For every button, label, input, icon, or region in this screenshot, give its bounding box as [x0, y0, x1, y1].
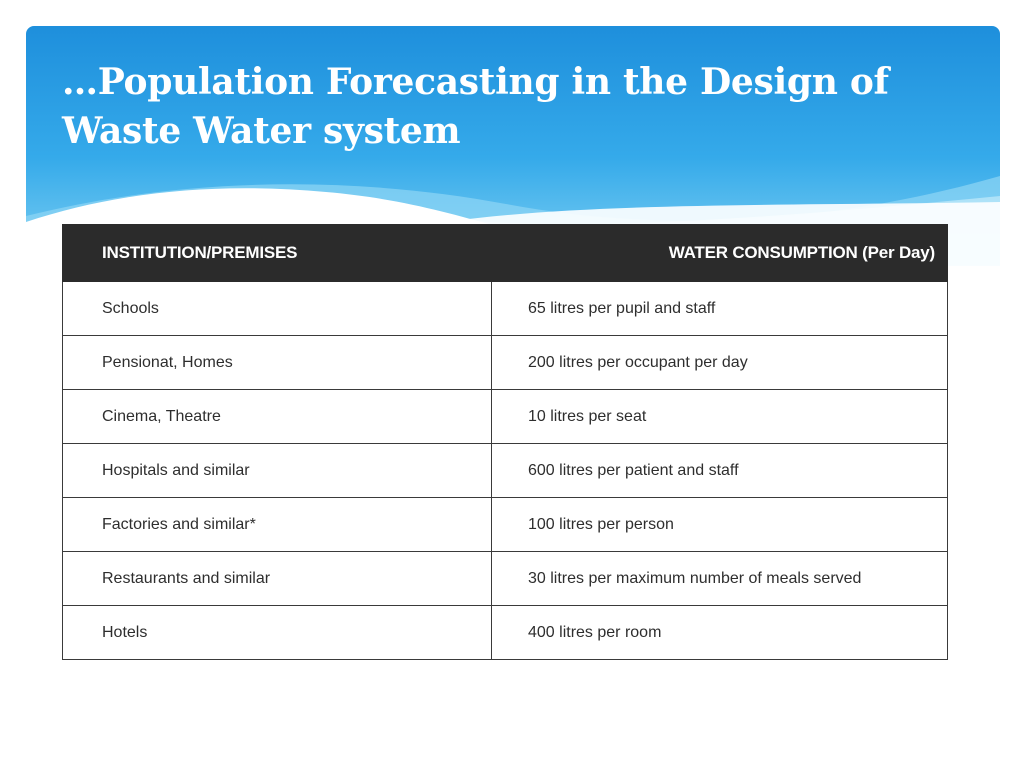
cell-premises: Hospitals and similar [62, 443, 492, 498]
table-row: Factories and similar* 100 litres per pe… [62, 497, 948, 552]
table-row: Hospitals and similar 600 litres per pat… [62, 443, 948, 498]
table-header: INSTITUTION/PREMISES WATER CONSUMPTION (… [62, 224, 948, 282]
column-header-premises: INSTITUTION/PREMISES [62, 224, 492, 282]
cell-consumption: 65 litres per pupil and staff [491, 281, 948, 336]
table-row: Pensionat, Homes 200 litres per occupant… [62, 335, 948, 390]
table-header-row: INSTITUTION/PREMISES WATER CONSUMPTION (… [62, 224, 948, 282]
cell-consumption: 200 litres per occupant per day [491, 335, 948, 390]
cell-premises: Hotels [62, 605, 492, 660]
water-consumption-table-container: INSTITUTION/PREMISES WATER CONSUMPTION (… [62, 224, 948, 667]
table-row: Hotels 400 litres per room [62, 605, 948, 660]
water-consumption-table: INSTITUTION/PREMISES WATER CONSUMPTION (… [62, 224, 948, 660]
column-header-consumption: WATER CONSUMPTION (Per Day) [491, 224, 948, 282]
cell-consumption: 100 litres per person [491, 497, 948, 552]
table-row: Cinema, Theatre 10 litres per seat [62, 389, 948, 444]
cell-premises: Cinema, Theatre [62, 389, 492, 444]
cell-premises: Pensionat, Homes [62, 335, 492, 390]
slide-title-line-1: …Population Forecasting in the Design of [62, 61, 889, 103]
cell-consumption: 600 litres per patient and staff [491, 443, 948, 498]
slide-title: …Population Forecasting in the Design of… [62, 58, 962, 156]
table-row: Restaurants and similar 30 litres per ma… [62, 551, 948, 606]
cell-premises: Restaurants and similar [62, 551, 492, 606]
cell-premises: Schools [62, 281, 492, 336]
cell-consumption: 10 litres per seat [491, 389, 948, 444]
table-row: Schools 65 litres per pupil and staff [62, 281, 948, 336]
cell-consumption: 30 litres per maximum number of meals se… [491, 551, 948, 606]
slide-title-line-2: Waste Water system [62, 110, 461, 152]
cell-premises: Factories and similar* [62, 497, 492, 552]
cell-consumption: 400 litres per room [491, 605, 948, 660]
table-body: Schools 65 litres per pupil and staff Pe… [62, 281, 948, 660]
